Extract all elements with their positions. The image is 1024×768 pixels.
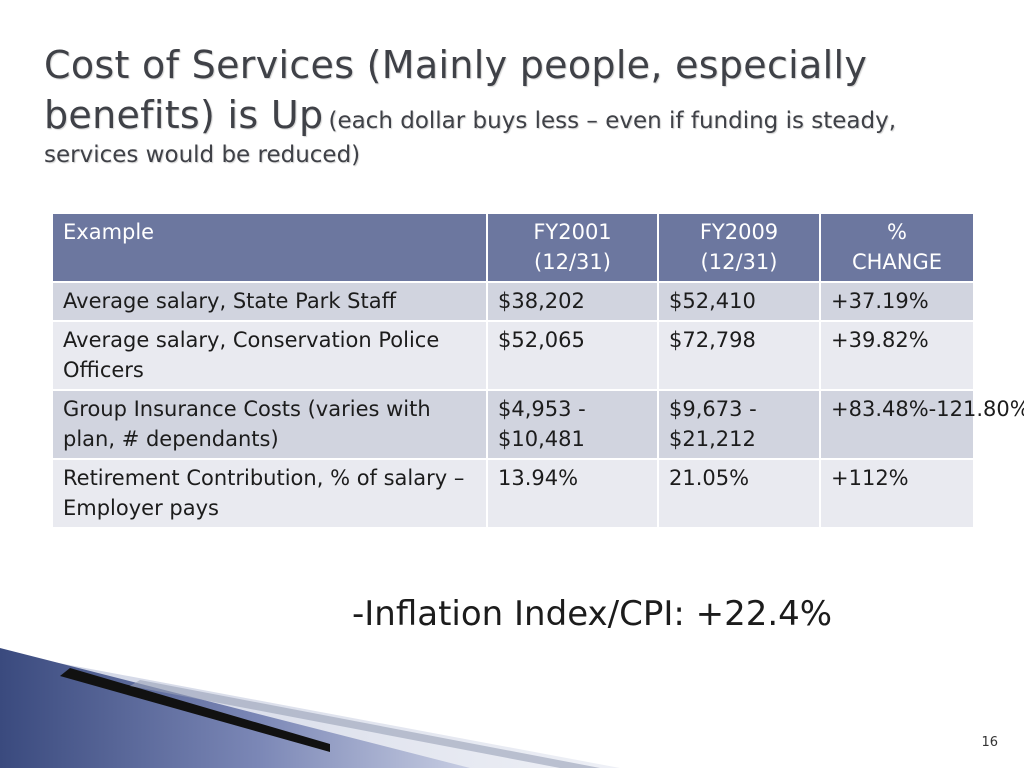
cell-fy2001: $52,065 <box>486 320 659 391</box>
table-header-row: Example FY2001 (12/31) FY2009 (12/31) % … <box>51 212 975 283</box>
header-pct-change-line2: CHANGE <box>851 250 943 274</box>
header-fy2001-line2: (12/31) <box>534 250 611 274</box>
corner-blue-band <box>0 648 470 768</box>
slide-title: Cost of Services (Mainly people, especia… <box>44 40 994 170</box>
inflation-note: -Inflation Index/CPI: +22.4% <box>352 594 833 634</box>
cell-example: Retirement Contribution, % of salary – E… <box>51 458 488 529</box>
cell-fy2001: $4,953 - $10,481 <box>486 389 659 460</box>
cell-fy2009: $9,673 - $21,212 <box>657 389 821 460</box>
table-row: Average salary, Conservation Police Offi… <box>51 320 975 391</box>
title-main: Cost of Services (Mainly people, especia… <box>44 43 868 137</box>
cell-fy2009: $72,798 <box>657 320 821 391</box>
cell-fy2001: 13.94% <box>486 458 659 529</box>
table-row: Group Insurance Costs (varies with plan,… <box>51 389 1024 460</box>
table-row: Retirement Contribution, % of salary – E… <box>51 458 975 529</box>
header-fy2001-line1: FY2001 <box>533 220 612 244</box>
cell-fy2009: $52,410 <box>657 281 821 322</box>
header-fy2009-line2: (12/31) <box>700 250 778 274</box>
corner-decoration <box>0 648 620 768</box>
page-number: 16 <box>981 735 998 750</box>
header-example: Example <box>51 212 488 283</box>
cell-example: Average salary, State Park Staff <box>51 281 488 322</box>
cell-pct-change: +112% <box>819 458 975 529</box>
header-pct-change: % CHANGE <box>819 212 975 283</box>
cost-table: Example FY2001 (12/31) FY2009 (12/31) % … <box>51 212 1024 529</box>
cell-pct-change: +37.19% <box>819 281 975 322</box>
cell-example: Group Insurance Costs (varies with plan,… <box>51 389 488 460</box>
header-fy2009-line1: FY2009 <box>699 220 779 244</box>
cell-pct-change: +39.82% <box>819 320 975 391</box>
cell-fy2001: $38,202 <box>486 281 659 322</box>
header-fy2009: FY2009 (12/31) <box>657 212 821 283</box>
header-pct-change-line1: % <box>887 220 907 244</box>
cell-pct-change: +83.48%-121.80% <box>819 389 1024 460</box>
title-subtitle: (each dollar buys less – even if funding… <box>44 108 897 168</box>
cell-example: Average salary, Conservation Police Offi… <box>51 320 488 391</box>
header-fy2001: FY2001 (12/31) <box>486 212 659 283</box>
corner-gray-stripe <box>130 680 600 768</box>
table-row: Average salary, State Park Staff $38,202… <box>51 281 975 322</box>
corner-black-stripe <box>60 668 330 752</box>
cell-fy2009: 21.05% <box>657 458 821 529</box>
header-example-label: Example <box>63 220 155 244</box>
